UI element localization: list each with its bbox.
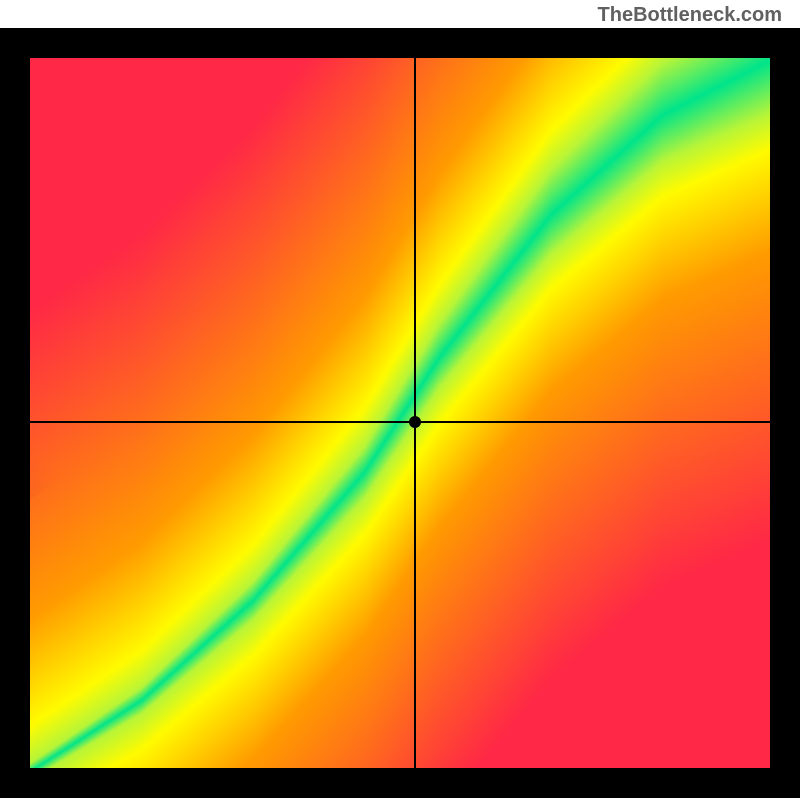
heatmap-plot [30,58,770,768]
chart-frame [0,28,800,798]
watermark-text: TheBottleneck.com [598,4,782,27]
crosshair-vertical [414,58,416,768]
crosshair-marker-dot [409,416,421,428]
crosshair-horizontal [30,421,770,423]
heatmap-canvas [30,58,770,768]
